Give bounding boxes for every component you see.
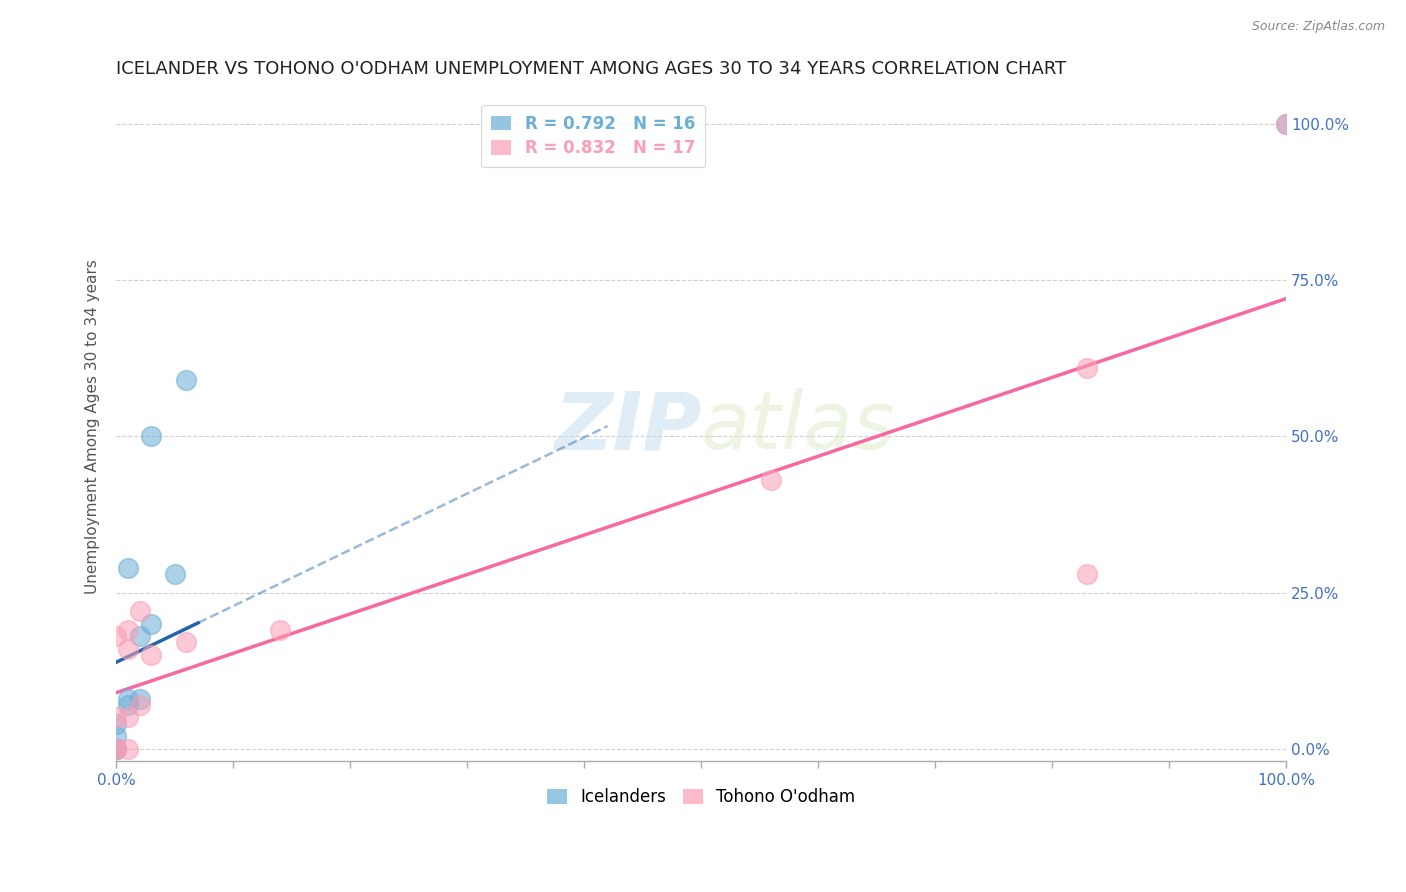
Point — [105, 716, 128, 731]
Point — [105, 741, 128, 756]
Point — [141, 616, 163, 631]
Point — [176, 373, 198, 387]
Point — [117, 623, 139, 637]
Point — [269, 623, 291, 637]
Point — [105, 741, 128, 756]
Point — [105, 741, 128, 756]
Point — [128, 698, 150, 712]
Point — [163, 566, 186, 581]
Point — [105, 741, 128, 756]
Text: Source: ZipAtlas.com: Source: ZipAtlas.com — [1251, 20, 1385, 33]
Point — [117, 641, 139, 656]
Point — [117, 560, 139, 574]
Point — [1076, 566, 1098, 581]
Point — [1275, 117, 1298, 131]
Text: atlas: atlas — [702, 388, 896, 466]
Point — [128, 691, 150, 706]
Text: ZIP: ZIP — [554, 388, 702, 466]
Y-axis label: Unemployment Among Ages 30 to 34 years: Unemployment Among Ages 30 to 34 years — [86, 260, 100, 594]
Point — [117, 698, 139, 712]
Text: ICELANDER VS TOHONO O'ODHAM UNEMPLOYMENT AMONG AGES 30 TO 34 YEARS CORRELATION C: ICELANDER VS TOHONO O'ODHAM UNEMPLOYMENT… — [117, 60, 1067, 78]
Point — [176, 635, 198, 649]
Point — [128, 604, 150, 618]
Point — [141, 648, 163, 662]
Point — [105, 729, 128, 743]
Point — [105, 741, 128, 756]
Point — [1275, 117, 1298, 131]
Point — [105, 741, 128, 756]
Point — [141, 429, 163, 443]
Point — [117, 691, 139, 706]
Point — [128, 629, 150, 643]
Point — [105, 629, 128, 643]
Legend: Icelanders, Tohono O'odham: Icelanders, Tohono O'odham — [540, 781, 862, 813]
Point — [117, 741, 139, 756]
Point — [1076, 360, 1098, 375]
Point — [105, 710, 128, 724]
Point — [761, 473, 783, 487]
Point — [117, 710, 139, 724]
